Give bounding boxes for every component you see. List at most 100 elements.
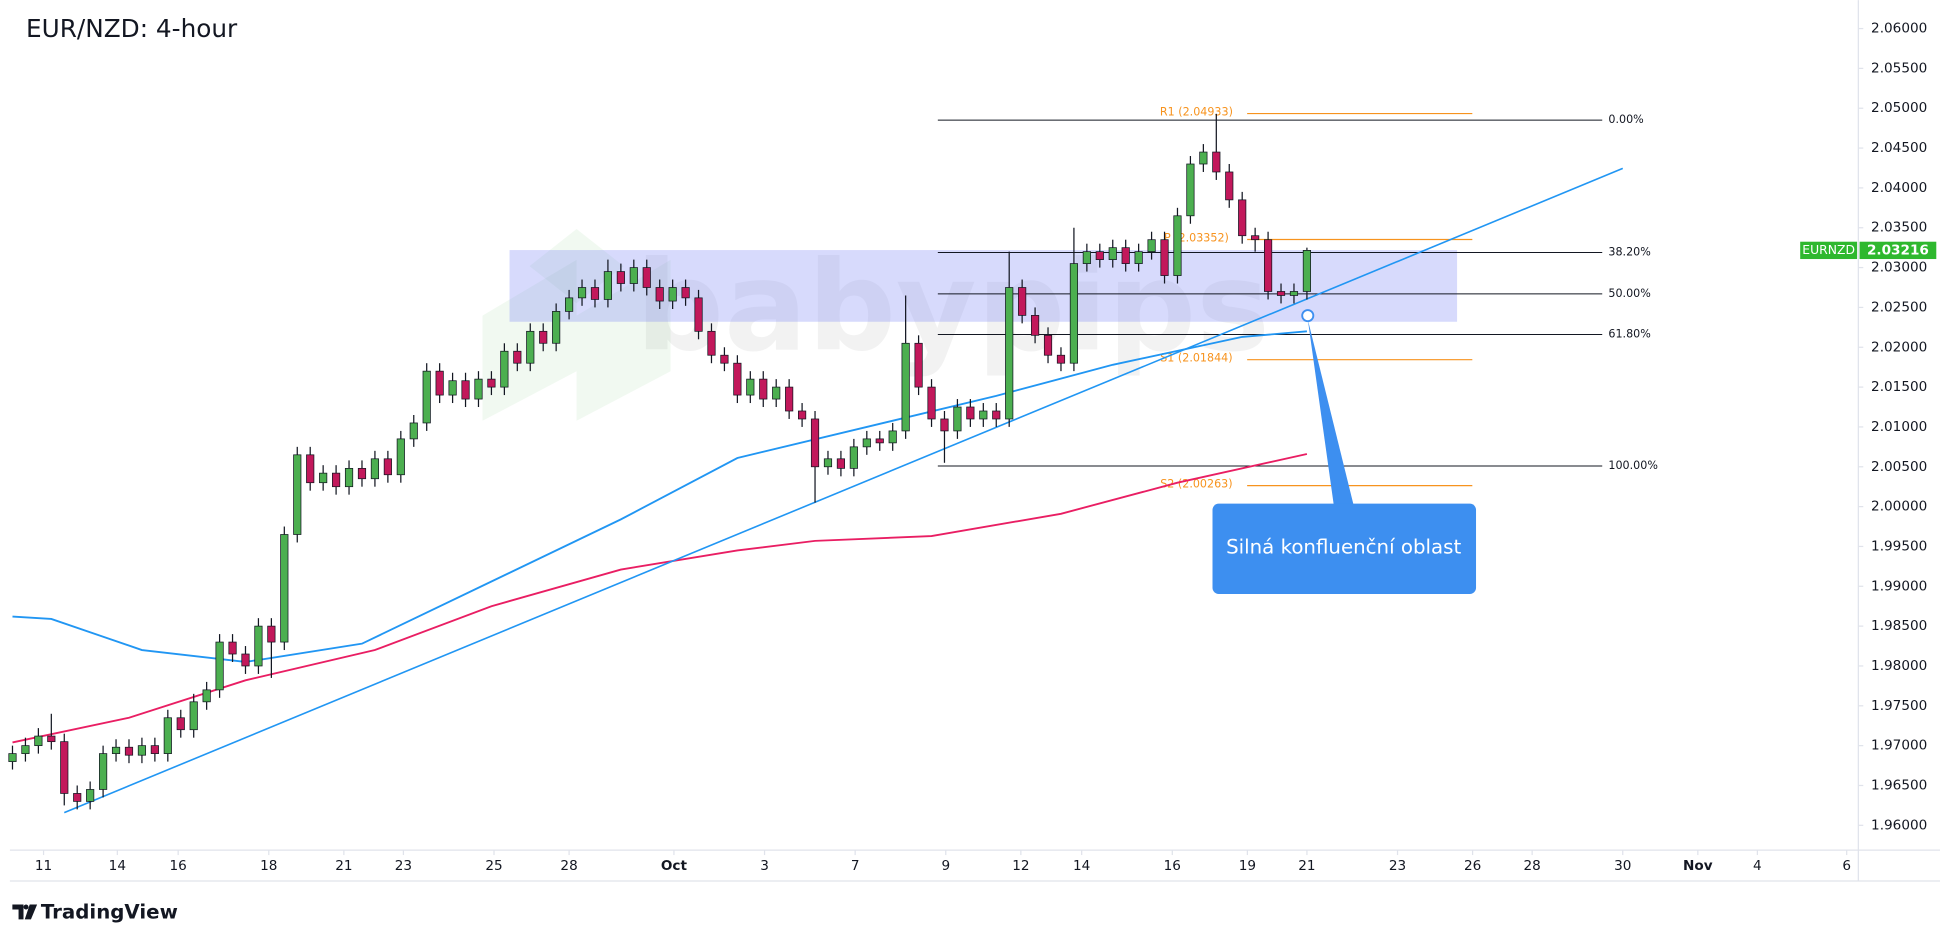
candle-body	[202, 689, 211, 703]
candle-body	[357, 467, 367, 480]
x-tick-label: 21	[335, 858, 352, 874]
x-tick-label: 14	[109, 858, 126, 874]
y-tick-label: 1.99000	[1871, 578, 1927, 594]
candle-body	[1095, 251, 1104, 260]
candle-body	[1302, 250, 1311, 292]
candle-body	[552, 311, 561, 344]
callout-anchor	[1301, 309, 1315, 323]
trendline	[63, 167, 1624, 814]
candle-body	[1225, 171, 1234, 201]
x-tick-label: 28	[1523, 858, 1540, 874]
candle-body	[1031, 315, 1040, 336]
candle-body	[785, 386, 794, 412]
candle-body	[487, 378, 496, 388]
x-tick-label: 3	[760, 858, 769, 874]
candle-body	[901, 342, 910, 432]
watermark-shape	[529, 229, 624, 304]
candle-body	[746, 378, 755, 396]
candle-body	[565, 297, 574, 312]
candle-body	[1173, 215, 1182, 276]
y-tick-label: 1.98000	[1871, 658, 1927, 674]
callout-pointer	[1307, 319, 1354, 505]
callout-box	[1212, 503, 1477, 594]
candle-body	[215, 641, 224, 691]
fib-label: 100.00%	[1608, 459, 1658, 472]
candle-body	[60, 741, 69, 794]
candle-body	[1018, 287, 1027, 316]
candle-body	[914, 342, 923, 388]
y-tick-label: 2.04000	[1871, 180, 1927, 196]
candle-body	[1276, 291, 1286, 296]
price-tag-value: 2.03216	[1867, 242, 1929, 258]
price-tag	[1800, 241, 1858, 260]
candle-body	[8, 753, 17, 762]
x-tick-label: 16	[170, 858, 187, 874]
candle-body	[306, 454, 315, 484]
x-tick-label: 18	[260, 858, 277, 874]
candle-body	[344, 467, 354, 488]
candle-body	[176, 717, 185, 731]
candle-body	[979, 410, 988, 420]
candle-body	[694, 297, 703, 332]
y-tick-label: 2.06000	[1871, 21, 1927, 37]
y-tick-label: 2.00500	[1871, 459, 1927, 475]
y-tick-label: 2.00000	[1871, 499, 1927, 515]
callout-text: Silná konfluenční oblast	[1226, 536, 1461, 559]
candle-body	[319, 472, 328, 484]
candle-body	[1069, 263, 1079, 364]
candle-body	[396, 438, 405, 476]
x-tick-label: 30	[1614, 858, 1631, 874]
x-tick-label: 7	[851, 858, 860, 874]
moving-average	[12, 453, 1308, 744]
candle-body	[1263, 239, 1273, 292]
x-tick-label: 25	[485, 858, 502, 874]
y-tick-label: 2.01500	[1871, 379, 1927, 395]
candle-body	[99, 753, 108, 790]
candle-body	[267, 625, 276, 643]
candle-body	[862, 438, 871, 448]
x-tick-label: 26	[1464, 858, 1481, 874]
candle-body	[733, 362, 742, 396]
moving-average	[12, 330, 1307, 663]
y-tick-label: 2.05500	[1871, 60, 1927, 76]
y-tick-label: 2.02000	[1871, 339, 1927, 355]
price-tag	[1859, 241, 1937, 260]
y-tick-label: 2.01000	[1871, 419, 1927, 435]
candle-body	[927, 386, 936, 420]
candle-body	[707, 330, 716, 356]
candle-body	[370, 458, 380, 480]
candle-body	[629, 267, 638, 284]
candle-body	[513, 350, 522, 364]
fib-label: 38.20%	[1608, 245, 1650, 258]
y-tick-label: 1.96000	[1871, 817, 1927, 833]
candle-body	[823, 458, 833, 468]
candle-body	[474, 378, 483, 400]
candle-body	[539, 330, 548, 344]
candle-body	[526, 330, 535, 364]
price-tag-name: EURNZD	[1802, 243, 1855, 257]
candle-body	[461, 380, 470, 400]
x-tick-label: 28	[560, 858, 577, 874]
x-tick-label: 12	[1012, 858, 1029, 874]
candle-body	[1005, 287, 1014, 420]
candle-body	[1160, 239, 1169, 276]
candle-body	[448, 380, 457, 396]
candle-body	[124, 746, 134, 756]
candle-body	[137, 745, 147, 756]
candle-body	[409, 422, 418, 440]
candle-body	[603, 271, 613, 300]
chart-title: EUR/NZD: 4-hour	[26, 14, 238, 43]
x-tick-label: 9	[941, 858, 950, 874]
x-tick-label: 6	[1842, 858, 1851, 874]
candle-body	[849, 446, 858, 469]
y-tick-label: 1.96500	[1871, 777, 1927, 793]
x-tick-label: 4	[1753, 858, 1762, 874]
candle-body	[616, 271, 625, 284]
candle-body	[655, 287, 664, 302]
watermark-shape	[576, 259, 671, 421]
x-tick-label: 23	[1389, 858, 1406, 874]
x-tick-label: 11	[35, 858, 52, 874]
candle-body	[810, 418, 820, 468]
x-tick-label: Oct	[661, 858, 688, 874]
